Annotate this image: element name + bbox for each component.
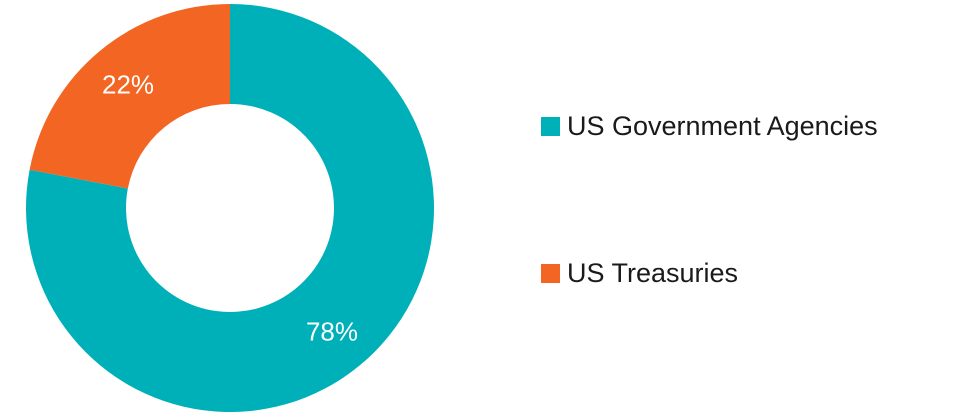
donut-chart: 78% 22%	[25, 4, 434, 412]
legend-swatch-us-government-agencies	[541, 117, 560, 136]
legend-item-us-government-agencies: US Government Agencies	[541, 111, 878, 142]
legend-swatch-us-treasuries	[541, 264, 560, 283]
slice-label-us-treasuries: 22%	[102, 70, 154, 100]
legend-item-us-treasuries: US Treasuries	[541, 258, 738, 289]
slice-us-government-agencies	[25, 4, 434, 412]
slice-label-us-government-agencies: 78%	[306, 316, 358, 346]
slice-us-treasuries	[29, 4, 230, 189]
chart-legend: US Government Agencies US Treasuries	[541, 0, 971, 414]
legend-label-us-government-agencies: US Government Agencies	[567, 111, 878, 141]
legend-label-us-treasuries: US Treasuries	[567, 258, 739, 288]
